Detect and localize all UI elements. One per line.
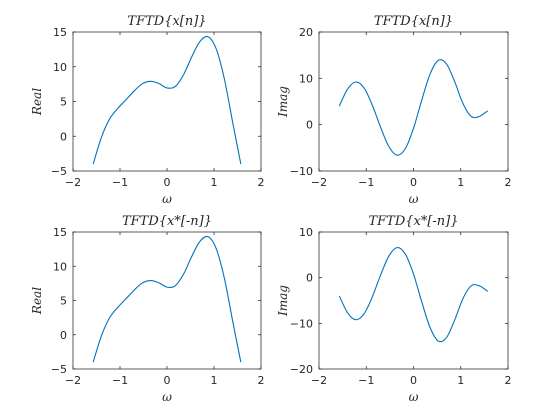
y-tick-label: 10 (53, 61, 67, 74)
x-tick-label: −2 (65, 176, 81, 189)
y-tick-label: 10 (53, 260, 67, 273)
y-tick-label: 5 (60, 96, 67, 109)
y-tick-label: −10 (290, 317, 313, 330)
x-tick-label: 1 (457, 176, 464, 189)
x-axis-label: ω (409, 192, 419, 206)
axes-box (72, 31, 262, 172)
x-tick-label: −2 (311, 176, 327, 189)
y-axis-label: Imag (276, 285, 290, 317)
y-tick-label: 0 (60, 130, 67, 143)
y-tick-label: −10 (290, 165, 313, 178)
x-tick-label: −2 (311, 374, 327, 387)
x-tick-label: 2 (258, 374, 265, 387)
x-tick-label: −1 (358, 176, 374, 189)
x-tick-label: 0 (164, 374, 171, 387)
x-tick-label: 2 (258, 176, 265, 189)
x-axis-label: ω (162, 192, 172, 206)
y-tick-label: −5 (51, 165, 67, 178)
axes-box (318, 31, 509, 172)
subplot-1: −2 −1 0 1 2 −5 0 5 10 15 TFTD{x[n]} ω Real (30, 14, 265, 206)
y-axis-label: Real (30, 287, 44, 315)
x-tick-label: −2 (65, 374, 81, 387)
subplot-title: TFTD{x*[-n]} (368, 214, 458, 229)
x-axis-label: ω (409, 390, 419, 404)
y-tick-label: 15 (53, 226, 67, 239)
y-axis-label: Imag (276, 86, 290, 118)
y-tick-label: 15 (53, 26, 67, 39)
series-line (338, 247, 489, 343)
y-axis-label: Real (30, 88, 44, 116)
y-tick-label: 10 (299, 72, 313, 85)
y-tick-label: 0 (60, 329, 67, 342)
x-tick-label: −1 (112, 374, 128, 387)
y-tick-label: 5 (60, 295, 67, 308)
x-tick-label: −1 (112, 176, 128, 189)
series-line (338, 59, 489, 156)
axes-box (72, 231, 262, 370)
x-tick-label: 1 (211, 374, 218, 387)
x-tick-label: 0 (410, 374, 417, 387)
x-tick-label: 1 (211, 176, 218, 189)
subplot-title: TFTD{x*[-n]} (122, 214, 212, 229)
subplot-3: −2 −1 0 1 2 −5 0 5 10 15 TFTD{x*[-n]} ω Real (30, 214, 265, 404)
y-tick-label: 0 (306, 119, 313, 132)
x-tick-label: 1 (457, 374, 464, 387)
axes-box (318, 231, 509, 370)
x-tick-label: 0 (164, 176, 171, 189)
x-tick-label: 2 (505, 176, 512, 189)
y-tick-label: −5 (51, 363, 67, 376)
y-tick-label: 20 (299, 26, 313, 39)
y-tick-label: 10 (299, 226, 313, 239)
y-tick-label: 0 (306, 272, 313, 285)
x-tick-label: 2 (505, 374, 512, 387)
subplot-title: TFTD{x[n]} (374, 14, 453, 29)
subplot-title: TFTD{x[n]} (127, 14, 206, 29)
x-tick-label: −1 (358, 374, 374, 387)
x-axis-label: ω (162, 390, 172, 404)
x-tick-label: 0 (410, 176, 417, 189)
series-line (92, 35, 242, 165)
y-tick-label: −20 (290, 363, 313, 376)
series-line (92, 235, 242, 363)
